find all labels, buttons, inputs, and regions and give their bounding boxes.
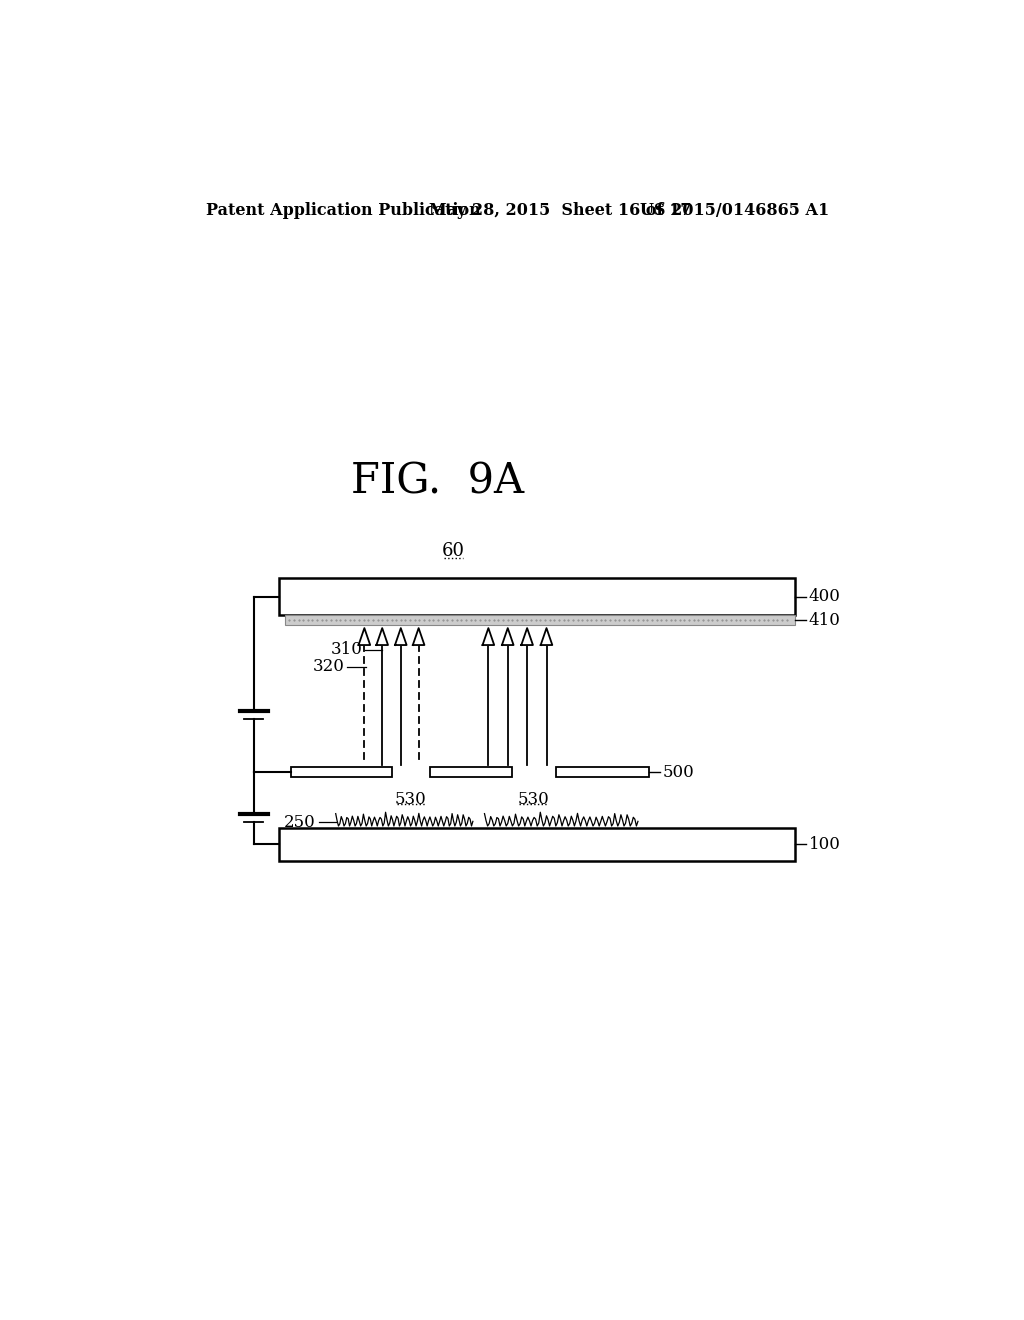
Polygon shape — [541, 628, 552, 645]
Text: 530: 530 — [395, 792, 427, 808]
Text: 500: 500 — [663, 763, 694, 780]
Polygon shape — [377, 628, 388, 645]
Bar — [280, 578, 795, 615]
Bar — [286, 615, 795, 626]
Text: 250: 250 — [284, 813, 315, 830]
Bar — [430, 767, 512, 777]
Text: 320: 320 — [313, 659, 345, 675]
Bar — [291, 767, 391, 777]
Polygon shape — [413, 628, 424, 645]
Text: Patent Application Publication: Patent Application Publication — [206, 202, 480, 219]
Polygon shape — [482, 628, 495, 645]
Bar — [556, 767, 649, 777]
Text: 100: 100 — [809, 836, 841, 853]
Polygon shape — [502, 628, 514, 645]
Text: 530: 530 — [517, 792, 549, 808]
Polygon shape — [358, 628, 371, 645]
Text: US 2015/0146865 A1: US 2015/0146865 A1 — [640, 202, 828, 219]
Polygon shape — [521, 628, 532, 645]
Text: 310: 310 — [331, 642, 362, 659]
Bar — [280, 829, 795, 861]
Text: May 28, 2015  Sheet 16 of 17: May 28, 2015 Sheet 16 of 17 — [429, 202, 691, 219]
Text: 60: 60 — [442, 543, 465, 560]
Polygon shape — [395, 628, 407, 645]
Text: FIG.  9A: FIG. 9A — [351, 461, 524, 503]
Text: 410: 410 — [809, 611, 841, 628]
Text: 400: 400 — [809, 587, 841, 605]
